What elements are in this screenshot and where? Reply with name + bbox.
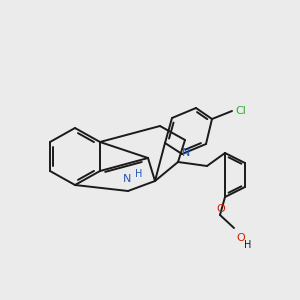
Text: H: H [244, 240, 251, 250]
Text: Cl: Cl [235, 106, 246, 116]
Text: N: N [182, 148, 190, 158]
Text: N: N [123, 174, 131, 184]
Text: O: O [217, 204, 225, 214]
Text: H: H [135, 169, 142, 179]
Text: O: O [236, 233, 245, 243]
